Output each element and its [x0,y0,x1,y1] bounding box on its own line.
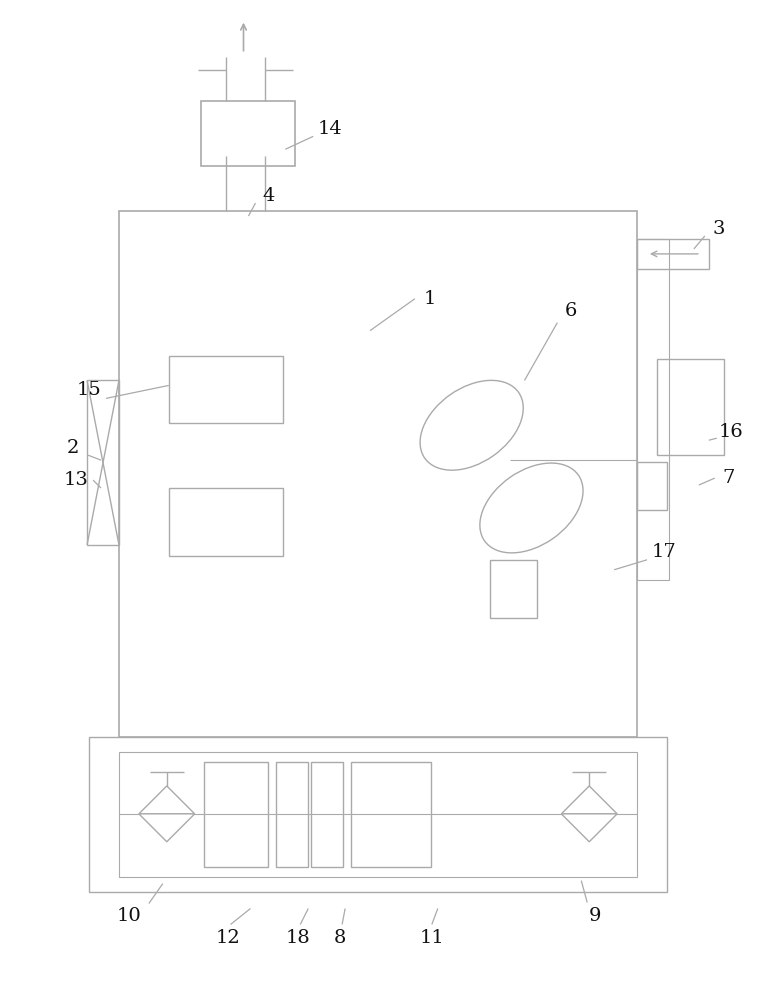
Text: 1: 1 [424,290,436,308]
Bar [637,239,709,269]
Polygon shape [139,814,194,842]
Text: 18: 18 [286,929,311,947]
Bar [119,211,637,737]
Bar [657,359,724,455]
Text: 14: 14 [318,120,343,138]
Bar [200,101,296,166]
Bar [119,752,637,877]
Text: 13: 13 [64,471,88,489]
Bar [87,380,119,545]
Text: 2: 2 [67,439,79,457]
Text: 17: 17 [652,543,677,561]
Bar [351,762,431,867]
Bar [490,560,537,618]
Polygon shape [139,786,194,814]
Text: 10: 10 [117,907,141,925]
Bar [637,462,667,510]
Bar [89,737,667,892]
Text: 15: 15 [77,381,101,399]
Polygon shape [562,786,617,814]
Bar [311,762,343,867]
Bar [168,356,283,423]
Text: 16: 16 [719,423,743,441]
Ellipse shape [420,380,523,470]
Text: 8: 8 [334,929,347,947]
Bar [637,239,669,580]
Text: 6: 6 [565,302,578,320]
Text: 9: 9 [589,907,601,925]
Text: 4: 4 [262,187,274,205]
Text: 11: 11 [419,929,444,947]
Ellipse shape [480,463,583,553]
Bar [168,488,283,556]
Text: 12: 12 [215,929,240,947]
Text: 3: 3 [712,220,725,238]
Bar [203,762,268,867]
Bar [277,762,309,867]
Text: 7: 7 [722,469,735,487]
Polygon shape [562,814,617,842]
